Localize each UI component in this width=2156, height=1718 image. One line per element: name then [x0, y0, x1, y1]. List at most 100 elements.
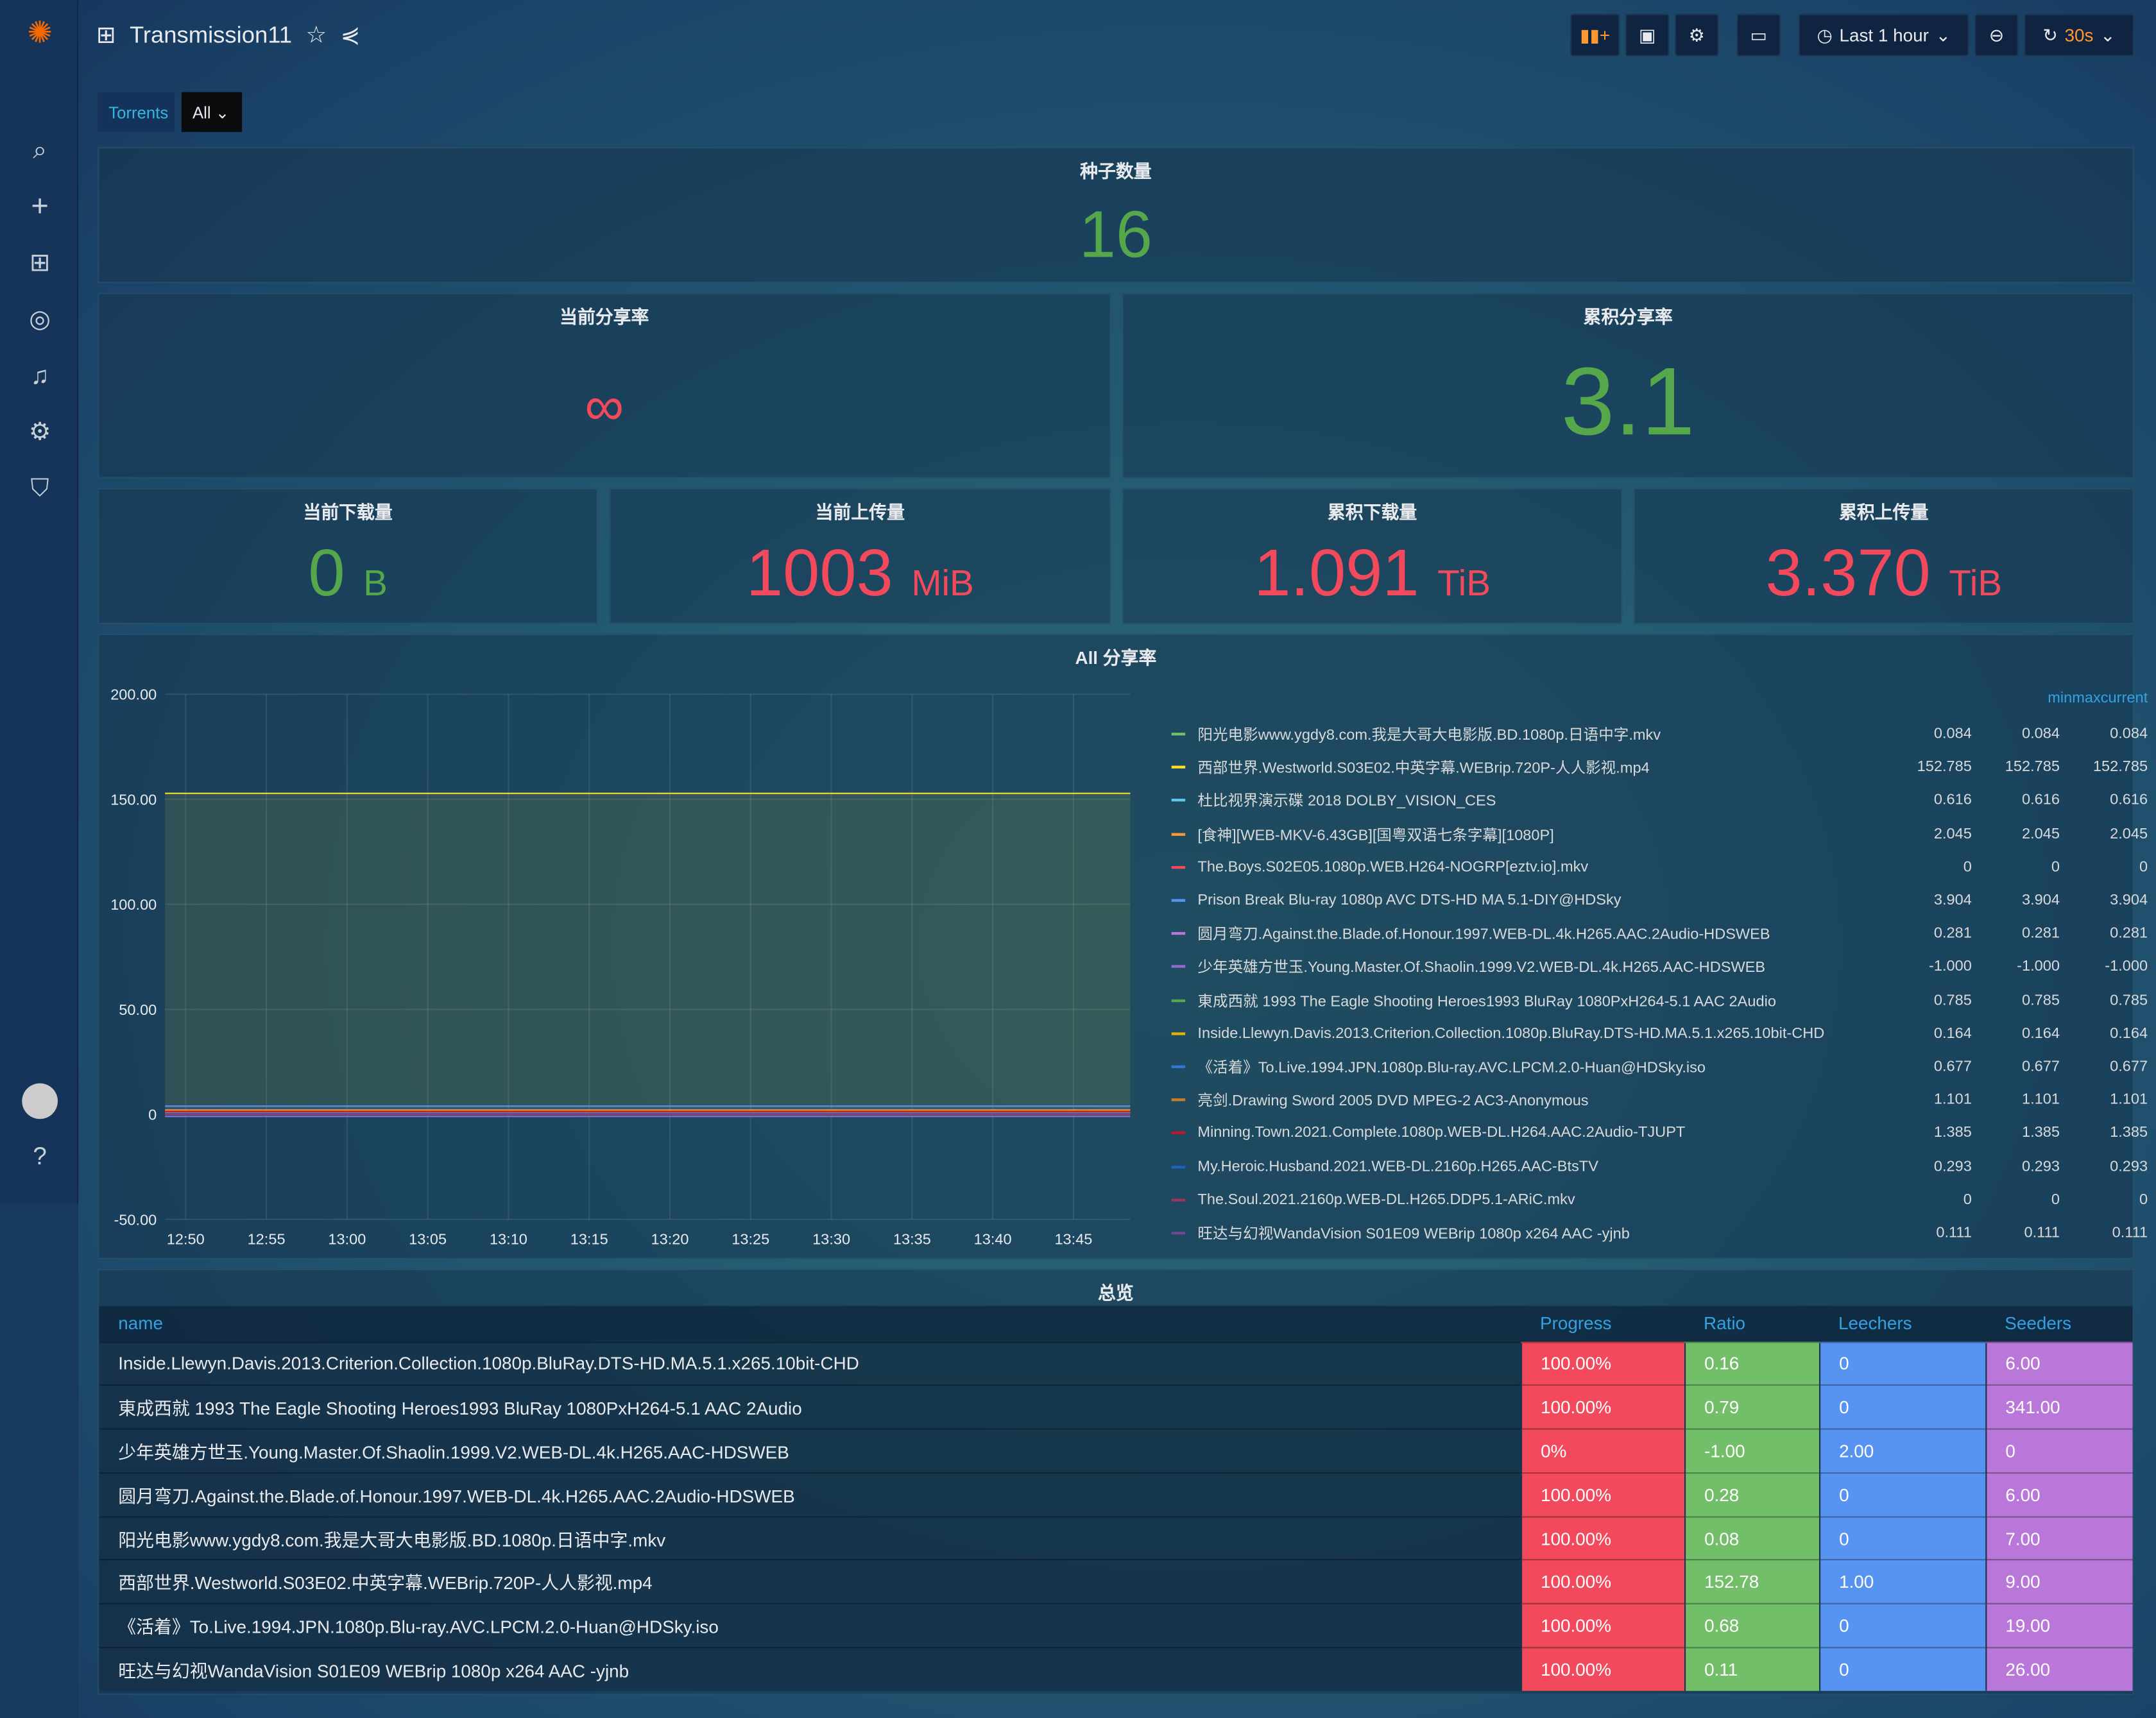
legend-item[interactable]: 圆月弯刀.Against.the.Blade.of.Honour.1997.WE…: [1171, 917, 2148, 951]
cell-leechers: 0: [1818, 1647, 1986, 1692]
dashboards-icon[interactable]: ⊞: [29, 248, 51, 276]
dashboards-grid-icon[interactable]: ⊞: [96, 22, 116, 49]
legend-col-max[interactable]: max: [2072, 690, 2101, 707]
legend-item[interactable]: 阳光电影www.ygdy8.com.我是大哥大电影版.BD.1080p.日语中字…: [1171, 718, 2148, 751]
dashboard-title[interactable]: Transmission11: [129, 22, 293, 49]
legend-item[interactable]: Minning.Town.2021.Complete.1080p.WEB-DL.…: [1171, 1117, 2148, 1150]
avatar[interactable]: [22, 1083, 58, 1119]
table-row[interactable]: 西部世界.Westworld.S03E02.中英字幕.WEBrip.720P-人…: [99, 1560, 2133, 1604]
col-header-progress[interactable]: Progress: [1521, 1306, 1685, 1342]
search-icon[interactable]: ⌕: [33, 136, 47, 164]
legend-min: 0.111: [1936, 1225, 1972, 1241]
star-icon[interactable]: ☆: [305, 22, 327, 49]
cell-leechers: 0: [1818, 1472, 1986, 1517]
cell-name: Inside.Llewyn.Davis.2013.Criterion.Colle…: [99, 1341, 1521, 1386]
cell-leechers: 0: [1818, 1384, 1986, 1429]
table-row[interactable]: 阳光电影www.ygdy8.com.我是大哥大电影版.BD.1080p.日语中字…: [99, 1515, 2133, 1561]
legend-item[interactable]: 亮剑.Drawing Sword 2005 DVD MPEG-2 AC3-Ano…: [1171, 1084, 2148, 1117]
col-header-name[interactable]: name: [99, 1306, 1521, 1342]
table-row[interactable]: 圆月弯刀.Against.the.Blade.of.Honour.1997.WE…: [99, 1472, 2133, 1517]
col-header-seeders[interactable]: Seeders: [1985, 1306, 2133, 1342]
gear-icon[interactable]: ⚙: [28, 418, 51, 446]
y-tick-label: 0: [148, 1107, 157, 1123]
legend-item[interactable]: 東成西就 1993 The Eagle Shooting Heroes1993 …: [1171, 983, 2148, 1017]
legend-swatch: [1171, 1165, 1186, 1168]
shield-icon[interactable]: ⛉: [30, 474, 49, 502]
legend-current: 2.045: [2110, 826, 2148, 842]
table-row[interactable]: 《活着》To.Live.1994.JPN.1080p.Blu-ray.AVC.L…: [99, 1603, 2133, 1648]
time-range-picker[interactable]: ◷ Last 1 hour ⌄: [1798, 13, 1969, 56]
legend-item[interactable]: Inside.Llewyn.Davis.2013.Criterion.Colle…: [1171, 1017, 2148, 1050]
legend-item[interactable]: The.Soul.2021.2160p.WEB-DL.H265.DDP5.1-A…: [1171, 1183, 2148, 1216]
legend-series-name: Minning.Town.2021.Complete.1080p.WEB-DL.…: [1197, 1125, 1686, 1142]
plus-icon[interactable]: +: [31, 188, 49, 223]
legend-col-min[interactable]: min: [2048, 690, 2073, 707]
legend-item[interactable]: 旺达与幻视WandaVision S01E09 WEBrip 1080p x26…: [1171, 1216, 2148, 1250]
stat-value-wrap: 1003 MiB: [610, 536, 1109, 612]
explore-compass-icon[interactable]: ◎: [29, 305, 51, 333]
x-tick-label: 13:20: [651, 1230, 689, 1247]
legend-current: 152.785: [2092, 759, 2148, 776]
save-icon[interactable]: ▣: [1625, 13, 1670, 56]
grafana-logo-icon[interactable]: ✺: [27, 15, 53, 50]
ratio-chart[interactable]: 200.00 150.00 100.00 50.00 0 -50.00 12:50 12:55…: [99, 635, 1144, 1261]
sidebar: ✺ ⌕ + ⊞ ◎ ♫ ⚙ ⛉ ?: [0, 0, 79, 1205]
col-header-leechers[interactable]: Leechers: [1819, 1306, 1986, 1342]
cell-ratio: 0.28: [1683, 1472, 1820, 1517]
cell-seeders: 26.00: [1985, 1647, 2133, 1692]
panel-title: 总览: [1098, 1282, 1134, 1304]
legend-item[interactable]: The.Boys.S02E05.1080p.WEB.H264-NOGRP[ezt…: [1171, 851, 2148, 884]
x-tick-label: 13:25: [732, 1230, 769, 1247]
legend-item[interactable]: 杜比视界演示碟 2018 DOLBY_VISION_CES 0.616 0.616 0…: [1171, 784, 2148, 817]
share-icon[interactable]: ⋞: [340, 22, 361, 49]
table-row[interactable]: 少年英雄方世玉.Young.Master.Of.Shaolin.1999.V2.…: [99, 1428, 2133, 1473]
stat-panel-current-download: 当前下载量 0 B: [98, 488, 599, 624]
zoom-out-icon[interactable]: ⊖: [1974, 13, 2019, 56]
legend-swatch: [1171, 1065, 1186, 1068]
legend-item[interactable]: 西部世界.Westworld.S03E02.中英字幕.WEBrip.720P-人…: [1171, 751, 2148, 784]
legend-current: 0.084: [2110, 726, 2148, 743]
table-row[interactable]: Inside.Llewyn.Davis.2013.Criterion.Colle…: [99, 1341, 2133, 1386]
legend-item[interactable]: 《活着》To.Live.1994.JPN.1080p.Blu-ray.AVC.L…: [1171, 1050, 2148, 1084]
legend-min: 0.677: [1933, 1058, 1972, 1075]
panel-title: 当前分享率: [560, 306, 649, 328]
help-icon[interactable]: ?: [33, 1142, 47, 1170]
refresh-picker[interactable]: ↻ 30s ⌄: [2024, 13, 2134, 56]
legend-min: 2.045: [1933, 826, 1972, 842]
cell-name: 《活着》To.Live.1994.JPN.1080p.Blu-ray.AVC.L…: [99, 1603, 1521, 1648]
table-row[interactable]: 旺达与幻视WandaVision S01E09 WEBrip 1080p x26…: [99, 1647, 2133, 1692]
legend-max: 0.084: [2022, 726, 2060, 743]
legend-max: 0.785: [2022, 992, 2060, 1008]
legend-max: 0: [2051, 858, 2060, 876]
stat-value-wrap: 1.091 TiB: [1124, 536, 1621, 612]
add-panel-button[interactable]: ▮▮+: [1570, 13, 1620, 56]
series-area: [165, 1111, 1131, 1115]
legend-item[interactable]: My.Heroic.Husband.2021.WEB-DL.2160p.H265…: [1171, 1150, 2148, 1183]
stat-value-wrap: 0 B: [99, 536, 597, 612]
stat-value: 3.1: [1561, 348, 1695, 455]
cell-name: 西部世界.Westworld.S03E02.中英字幕.WEBrip.720P-人…: [99, 1560, 1521, 1604]
legend-max: 0: [2051, 1191, 2060, 1208]
legend-col-current[interactable]: current: [2100, 690, 2148, 707]
legend-series-name: 西部世界.Westworld.S03E02.中英字幕.WEBrip.720P-人…: [1197, 760, 1650, 778]
stat-panel-current-ratio: 当前分享率 ∞: [98, 293, 1111, 479]
cell-ratio: 0.79: [1683, 1384, 1820, 1429]
legend-series-name: 少年英雄方世玉.Young.Master.Of.Shaolin.1999.V2.…: [1197, 960, 1766, 977]
legend-item[interactable]: [食神][WEB-MKV-6.43GB][国粤双语七条字幕][1080P] 2.0…: [1171, 817, 2148, 851]
legend-item[interactable]: Prison Break Blu-ray 1080p AVC DTS-HD MA…: [1171, 884, 2148, 917]
x-tick-label: 13:45: [1054, 1230, 1092, 1247]
legend-max: 0.111: [2024, 1225, 2060, 1241]
bell-icon[interactable]: ♫: [30, 361, 49, 389]
variable-select[interactable]: All ⌄: [181, 92, 243, 132]
legend-max: 0.164: [2022, 1025, 2060, 1042]
cell-leechers: 0: [1818, 1603, 1986, 1648]
chart-legend: min max current 阳光电影www.ygdy8.com.我是大哥大电…: [1171, 690, 2148, 1250]
table-row[interactable]: 東成西就 1993 The Eagle Shooting Heroes1993 …: [99, 1384, 2133, 1429]
settings-gear-icon[interactable]: ⚙: [1675, 13, 1719, 56]
col-header-ratio[interactable]: Ratio: [1684, 1306, 1820, 1342]
legend-item[interactable]: 少年英雄方世玉.Young.Master.Of.Shaolin.1999.V2.…: [1171, 950, 2148, 983]
legend-current: 3.904: [2110, 892, 2148, 909]
legend-series-name: 《活着》To.Live.1994.JPN.1080p.Blu-ray.AVC.L…: [1197, 1060, 1706, 1076]
x-tick-label: 13:05: [409, 1230, 447, 1247]
tv-mode-icon[interactable]: ▭: [1736, 13, 1781, 56]
